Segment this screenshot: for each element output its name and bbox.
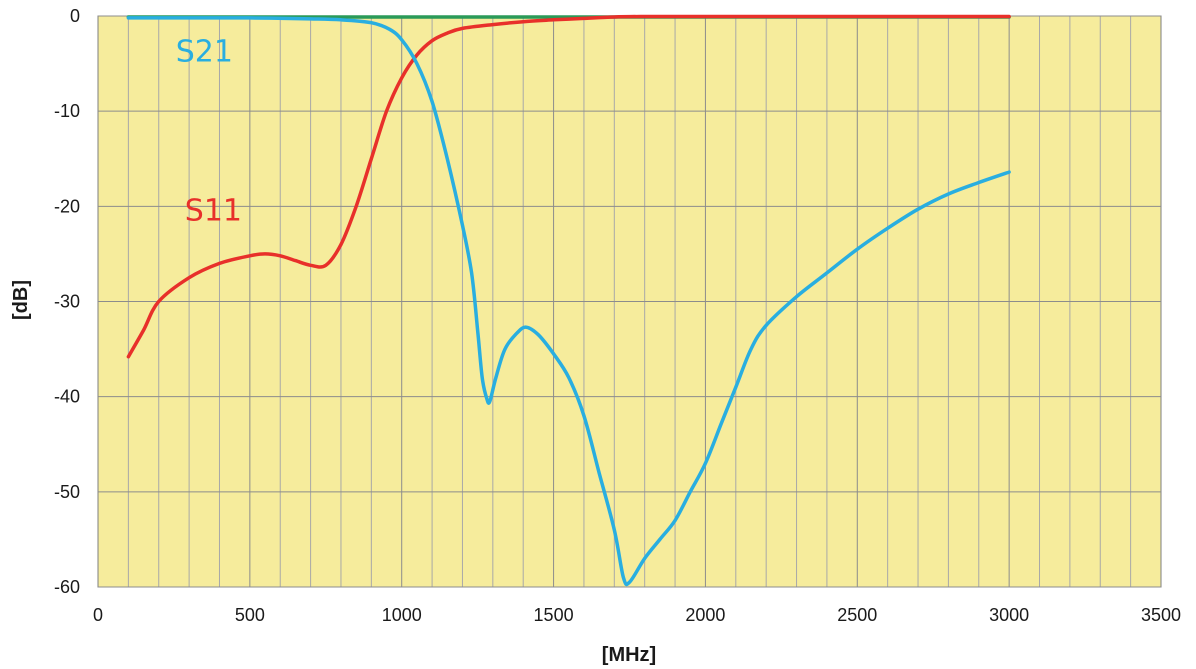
y-axis-title: [dB] [10,280,32,320]
x-axis-title: [MHz] [602,644,656,666]
x-tick-label: 2500 [837,605,877,625]
y-tick-label: 0 [70,6,80,26]
y-tick-label: -10 [54,101,80,121]
series-label-s21: S21 [176,35,233,70]
x-tick-label: 2000 [685,605,725,625]
y-tick-label: -20 [54,196,80,216]
series-line-s21 [126,16,1011,587]
x-tick-label: 3000 [989,605,1029,625]
tick-labels: 0 500 1000 1500 2000 2500 3000 3500 0 -10 -20 -30 -4… [54,6,1181,625]
series-labels: S21 S11 [176,35,242,229]
y-tick-label: -60 [54,577,80,597]
x-tick-label: 1500 [534,605,574,625]
series-label-s11: S11 [185,194,242,229]
x-tick-label: 1000 [382,605,422,625]
x-tick-label: 3500 [1141,605,1181,625]
series-line-s11 [126,14,1011,359]
y-tick-label: -30 [54,292,80,312]
series-lines [126,14,1011,587]
y-tick-label: -50 [54,482,80,502]
x-tick-label: 0 [93,605,103,625]
y-tick-label: -40 [54,387,80,407]
x-tick-label: 500 [235,605,265,625]
